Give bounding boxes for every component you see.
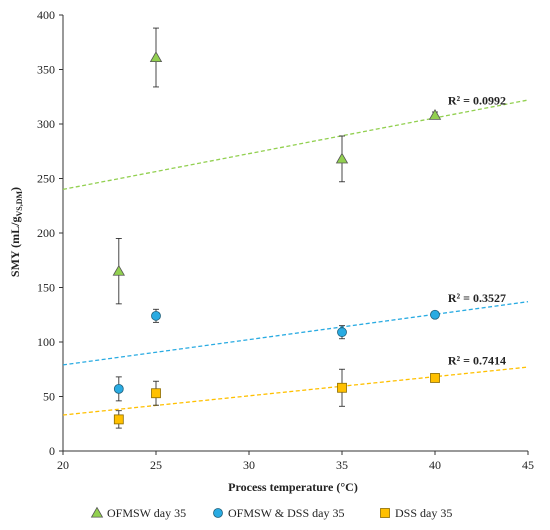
legend-marker-square bbox=[380, 508, 390, 518]
x-tick-label: 25 bbox=[150, 458, 162, 472]
trendline-circle bbox=[62, 301, 529, 366]
trendline-square bbox=[62, 366, 529, 416]
legend: OFMSW day 35 OFMSW & DSS day 35 DSS day 35 bbox=[90, 506, 452, 520]
point-square bbox=[430, 373, 440, 383]
x-tick-label: 30 bbox=[243, 458, 255, 472]
point-triangle bbox=[112, 264, 125, 276]
x-tick-label: 40 bbox=[429, 458, 441, 472]
y-tick-label: 350 bbox=[37, 63, 55, 77]
legend-label-triangle: OFMSW day 35 bbox=[107, 506, 186, 520]
x-axis-title: Process temperature (°C) bbox=[228, 480, 358, 494]
point-triangle bbox=[149, 51, 163, 63]
data-points bbox=[112, 51, 442, 425]
trendline-triangle bbox=[62, 99, 529, 191]
point-circle bbox=[430, 309, 440, 320]
y-tick-label: 150 bbox=[37, 281, 55, 295]
x-tick-label: 20 bbox=[57, 458, 69, 472]
point-triangle bbox=[335, 152, 349, 164]
r2-label-triangle: R² = 0.0992 bbox=[448, 93, 506, 107]
point-circle bbox=[113, 383, 124, 394]
legend-label-square: DSS day 35 bbox=[395, 506, 452, 520]
y-tick-label: 400 bbox=[37, 8, 55, 22]
y-axis-title-main: SMY (mL/g bbox=[8, 217, 22, 278]
r2-label-square: R² = 0.7414 bbox=[448, 354, 506, 368]
y-axis-title: SMY (mL/gVS,DM) bbox=[8, 187, 24, 277]
point-square bbox=[337, 382, 347, 393]
y-tick-label: 100 bbox=[37, 335, 55, 349]
r2-label-circle: R² = 0.3527 bbox=[448, 291, 506, 305]
point-square bbox=[113, 414, 124, 425]
y-tick-label: 50 bbox=[43, 390, 55, 404]
y-axis-title-sub: VS,DM bbox=[15, 190, 24, 216]
x-tick-label: 45 bbox=[522, 458, 534, 472]
r2-labels: R² = 0.0992 R² = 0.3527 R² = 0.7414 bbox=[448, 93, 506, 367]
y-axis-title-close: ) bbox=[8, 187, 22, 191]
point-circle bbox=[337, 327, 347, 338]
y-tick-label: 0 bbox=[49, 444, 55, 458]
legend-marker-circle bbox=[213, 508, 223, 518]
legend-marker-triangle bbox=[90, 506, 104, 518]
y-tick-label: 250 bbox=[37, 172, 55, 186]
x-tick-label: 35 bbox=[336, 458, 348, 472]
point-circle bbox=[151, 310, 161, 321]
y-tick-label: 200 bbox=[37, 226, 55, 240]
trendlines bbox=[62, 99, 529, 416]
axes: 20 25 30 35 40 45 0 50 100 150 200 250 300 350 400 bbox=[37, 8, 534, 472]
y-tick-label: 300 bbox=[37, 117, 55, 131]
legend-label-circle: OFMSW & DSS day 35 bbox=[228, 506, 344, 520]
point-triangle bbox=[428, 108, 442, 120]
point-square bbox=[151, 388, 161, 399]
error-bars bbox=[115, 27, 438, 429]
